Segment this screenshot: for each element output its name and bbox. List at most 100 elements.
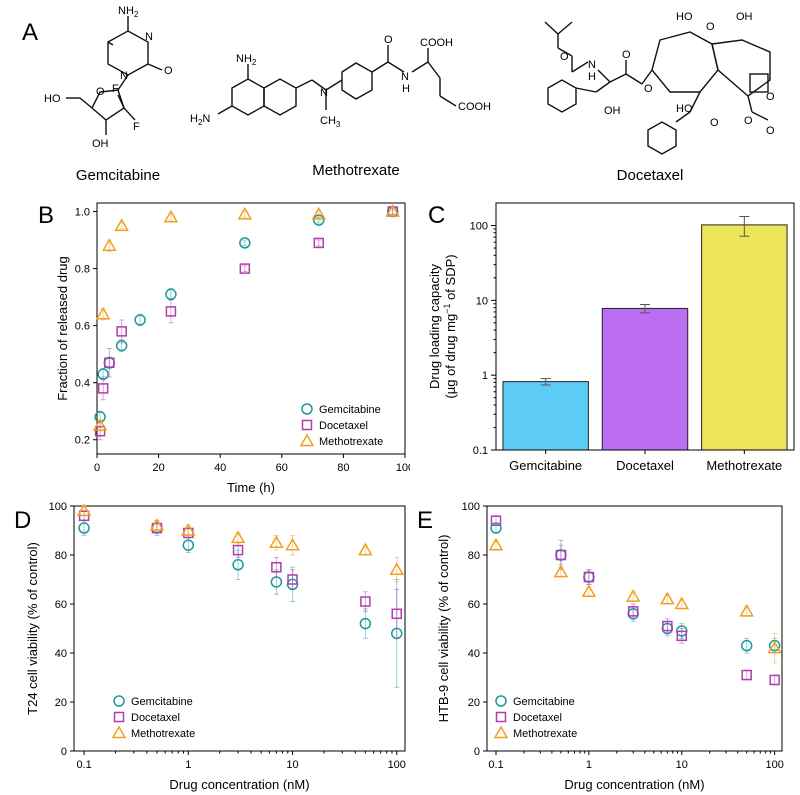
methotrexate-structure [217, 45, 457, 116]
data-point [239, 237, 251, 249]
atom-o: O [766, 91, 775, 103]
atom-h: H [588, 71, 596, 83]
data-point [230, 530, 246, 544]
t24-chart-svg: D 0.1 1 10 100 0 20 40 60 80 100 Drug concentration… [14, 501, 406, 792]
data-point [165, 288, 177, 301]
plot-frame [495, 202, 795, 451]
data-point [625, 589, 641, 602]
x-tick-label: 100 [396, 462, 410, 474]
data-point [76, 503, 92, 517]
data-point [660, 591, 675, 605]
series-methotrexate [92, 204, 400, 432]
atom-f: F [112, 83, 119, 95]
plot-frame [73, 505, 406, 752]
legend: Gemcitabine Docetaxel Methotrexate [299, 403, 383, 448]
x-tick-label: 100 [765, 759, 783, 771]
taxane-core [651, 31, 719, 93]
panel-e-htb9-chart: E 0.1 1 10 100 0 20 40 60 80 100 Drug concentration… [410, 496, 800, 795]
legend-label: Methotrexate [131, 728, 195, 740]
data-point [97, 368, 109, 380]
atom-o: O [622, 49, 631, 61]
data-point [391, 608, 402, 620]
bar-gemcitabine [502, 381, 589, 451]
gemcitabine-atoms: NH2 N N O O HO OH F F [44, 5, 173, 150]
data-point [182, 539, 195, 551]
gemcitabine-structure [66, 16, 163, 135]
y-axis-title: T24 cell viability (% of control) [25, 542, 40, 715]
y-tick-label: 40 [468, 648, 480, 660]
x-tick-label: 0 [94, 462, 100, 474]
atom-o: O [710, 117, 719, 129]
series-docetaxel [490, 515, 780, 686]
data-point [114, 218, 129, 232]
structures-svg: A NH2 N N O O HO OH F F Gemcitabine [22, 5, 775, 184]
atom-ho: HO [44, 93, 61, 105]
data-point [740, 639, 753, 652]
data-point [94, 411, 106, 423]
data-point [490, 522, 502, 534]
data-point [627, 606, 639, 617]
x-tick-label: 0.1 [76, 759, 91, 771]
data-point [313, 214, 325, 226]
x-axis-title: Drug concentration (nM) [169, 777, 309, 792]
atom-nh2: NH2 [118, 5, 139, 19]
data-point [389, 562, 405, 575]
htb9-chart-svg: E 0.1 1 10 100 0 20 40 60 80 100 Drug concentration… [417, 501, 784, 792]
y-tick-label: 80 [55, 550, 67, 562]
y-tick-label: 0.2 [75, 435, 90, 447]
y-tick-label: 100 [49, 501, 67, 513]
category-label: Methotrexate [706, 458, 782, 473]
atom-o: O [706, 21, 715, 33]
panel-letter: C [428, 202, 445, 229]
atom-o: O [96, 86, 105, 98]
data-point [237, 206, 253, 220]
data-point [232, 559, 244, 571]
atom-n: N [120, 70, 128, 82]
legend-label: Methotrexate [513, 728, 577, 740]
panel-d-t24-chart: D 0.1 1 10 100 0 20 40 60 80 100 Drug concentration… [0, 496, 410, 795]
legend-marker [493, 725, 509, 739]
data-point [358, 542, 373, 556]
plot-frame [486, 505, 783, 752]
data-point [674, 596, 690, 610]
legend-marker [111, 725, 127, 739]
data-point [488, 537, 504, 551]
release-chart-svg: B 0 20 40 60 80 100 0.2 0.4 0.6 0.8 1.0 Time (h) Frac… [38, 202, 410, 495]
atom-nh2: NH2 [236, 53, 257, 67]
atom-h2n: H2N [190, 113, 210, 127]
data-point [102, 238, 117, 252]
data-point [662, 620, 673, 632]
data-point [553, 564, 569, 578]
data-point [270, 576, 283, 588]
legend-label: Docetaxel [131, 712, 180, 724]
y-tick-label: 20 [468, 697, 480, 709]
atom-cooh: COOH [420, 37, 453, 49]
data-point [581, 584, 597, 597]
y-axis-title-part: (µg of drug mg [443, 314, 458, 399]
legend-marker [113, 695, 125, 707]
data-point [239, 263, 251, 274]
atom-o: O [644, 83, 653, 95]
data-point [769, 674, 780, 686]
x-tick-label: 40 [214, 462, 226, 474]
legend-marker [299, 433, 315, 447]
x-tick-label: 100 [388, 759, 406, 771]
y-tick-label: 10 [476, 295, 488, 307]
y-tick-label: 20 [55, 697, 67, 709]
data-point [741, 669, 752, 681]
data-point [490, 515, 502, 526]
panel-b-release-chart: B 0 20 40 60 80 100 0.2 0.4 0.6 0.8 1.0 Time (h) Frac… [0, 196, 410, 496]
y-tick-label: 60 [55, 599, 67, 611]
y-axis-title-sup: −1 [442, 304, 452, 314]
atom-oh: OH [92, 138, 109, 150]
data-point [92, 417, 108, 431]
x-axis-title: Time (h) [227, 480, 275, 495]
series-gemcitabine [94, 205, 399, 424]
atom-ho: HO [676, 11, 693, 23]
loading-chart-svg: C Gemcitabine Docetaxel Methotrexate 0.1 1 10 1… [427, 202, 795, 473]
data-point [287, 574, 298, 585]
data-point [104, 357, 115, 368]
legend-marker [301, 403, 313, 415]
data-point [134, 314, 146, 326]
pyrimidine-ring [107, 30, 149, 76]
